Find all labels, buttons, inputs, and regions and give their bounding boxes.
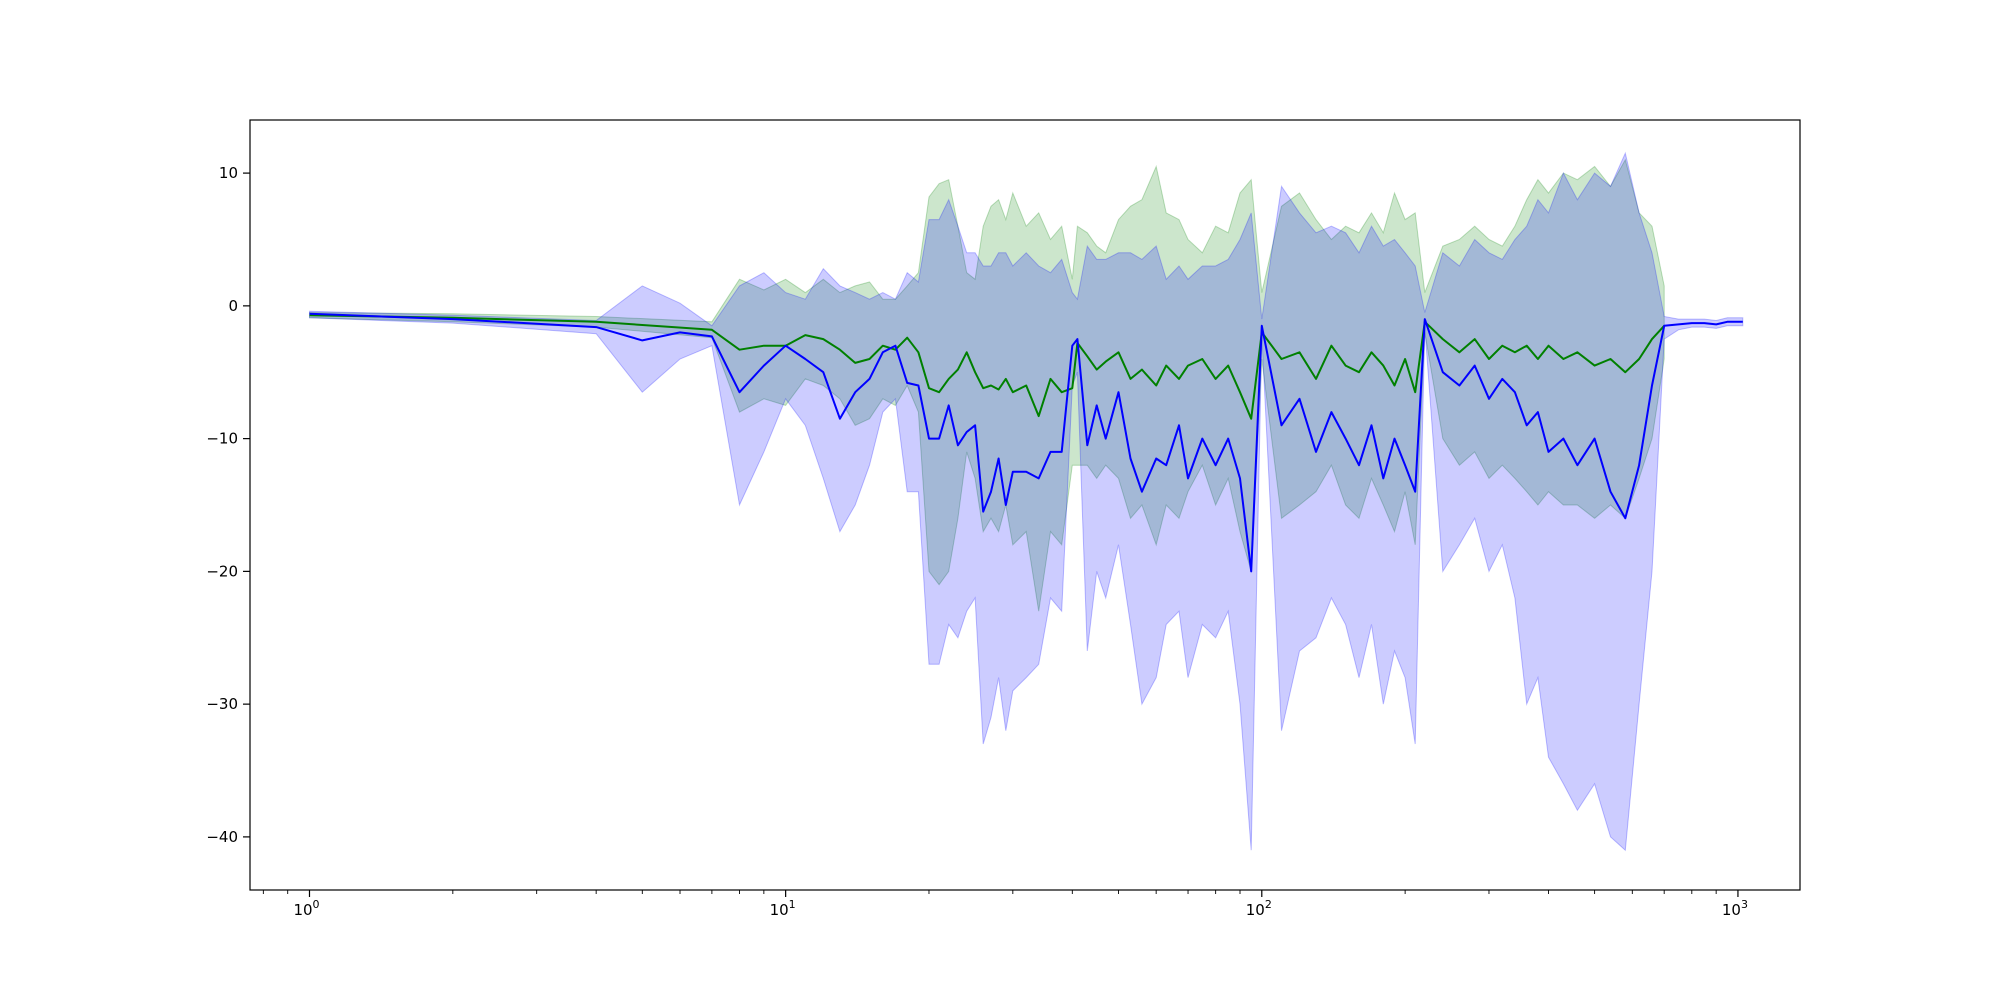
x-tick-label: 100	[293, 898, 319, 919]
y-tick-label: 10	[219, 164, 238, 182]
y-tick-label: −10	[206, 430, 238, 448]
y-tick-label: −30	[206, 695, 238, 713]
x-tick-label: 102	[1246, 898, 1272, 919]
y-axis: 10 0 −10 −20 −30 −40	[206, 164, 250, 846]
line-series-0	[309, 314, 1665, 420]
y-tick-label: 0	[228, 297, 238, 315]
x-tick-label: 103	[1722, 898, 1748, 919]
plot-frame	[249, 119, 1801, 891]
line-series-1	[309, 312, 1743, 573]
y-tick-label: −20	[206, 562, 238, 580]
x-axis: 100 101 102 103	[262, 890, 1748, 919]
y-tick-label: −40	[206, 828, 238, 846]
series-lines	[309, 312, 1743, 573]
x-tick-label: 101	[770, 898, 796, 919]
